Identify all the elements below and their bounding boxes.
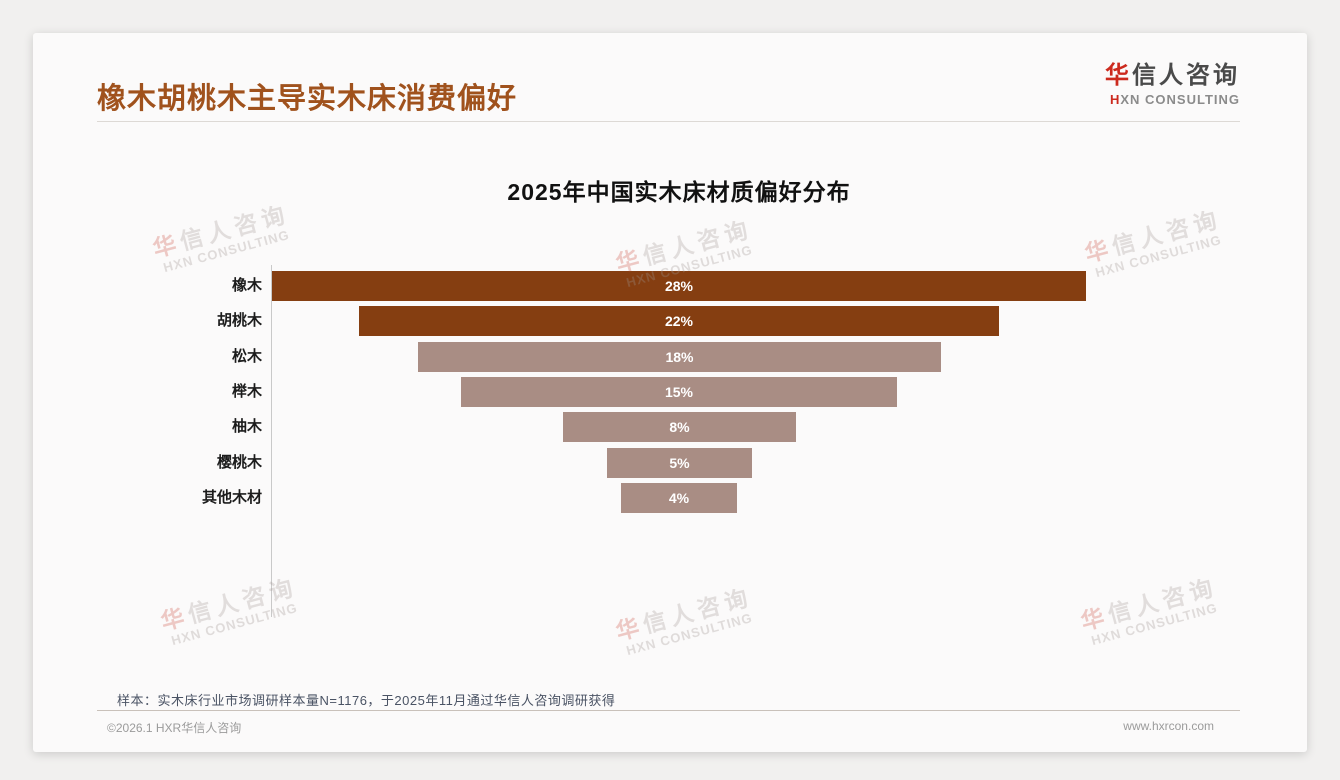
logo-cn-accent: 华 — [1105, 62, 1132, 89]
sample-note: 样本：实木床行业市场调研样本量N=1176，于2025年11月通过华信人咨询调研… — [117, 693, 616, 708]
logo-en-rest: XN CONSULTING — [1120, 92, 1240, 107]
value-label: 22% — [664, 313, 694, 329]
category-label: 橡木 — [231, 277, 262, 294]
category-label: 松木 — [231, 348, 262, 365]
category-label: 榉木 — [231, 383, 262, 400]
footer-website: www.hxrcon.com — [1123, 719, 1214, 733]
value-label: 8% — [669, 419, 690, 435]
funnel-bar: 8% — [563, 412, 796, 442]
logo-en-text: HXN CONSULTING — [1105, 92, 1240, 108]
logo-en-accent: H — [1109, 92, 1121, 107]
category-label: 胡桃木 — [216, 312, 262, 329]
funnel-bar: 4% — [621, 483, 737, 513]
footer-divider — [97, 710, 1240, 711]
funnel-bar: 18% — [418, 342, 941, 372]
value-label: 28% — [664, 278, 694, 294]
value-label: 18% — [665, 349, 694, 365]
value-label: 15% — [664, 384, 694, 400]
category-label: 柚木 — [231, 418, 262, 435]
funnel-bar: 5% — [607, 448, 752, 478]
funnel-bar: 22% — [359, 306, 999, 336]
funnel-bar: 15% — [461, 377, 897, 407]
value-label: 4% — [668, 490, 690, 506]
footer-copyright: ©2026.1 HXR华信人咨询 — [107, 721, 242, 735]
logo-cn-text: 华信人咨询 — [1105, 60, 1240, 92]
company-logo: 华信人咨询 HXN CONSULTING — [1105, 60, 1240, 108]
page-title: 橡木胡桃木主导实木床消费偏好 — [97, 83, 518, 115]
y-axis-line — [271, 265, 272, 617]
value-label: 5% — [669, 455, 690, 471]
category-label: 其他木材 — [201, 489, 262, 506]
logo-cn-rest: 信人咨询 — [1132, 62, 1240, 89]
category-label: 樱桃木 — [216, 454, 262, 471]
funnel-bar: 28% — [272, 271, 1086, 301]
header-divider — [97, 121, 1240, 122]
funnel-plot: 橡木 28% 胡桃木 22% 松木 18% 榉木 15% 柚木 8% 樱桃木 5% 其他木材 4% — [33, 265, 1307, 617]
report-card: 橡木胡桃木主导实木床消费偏好 华信人咨询 HXN CONSULTING 2025… — [33, 33, 1307, 752]
chart-title: 2025年中国实木床材质偏好分布 — [507, 179, 851, 205]
